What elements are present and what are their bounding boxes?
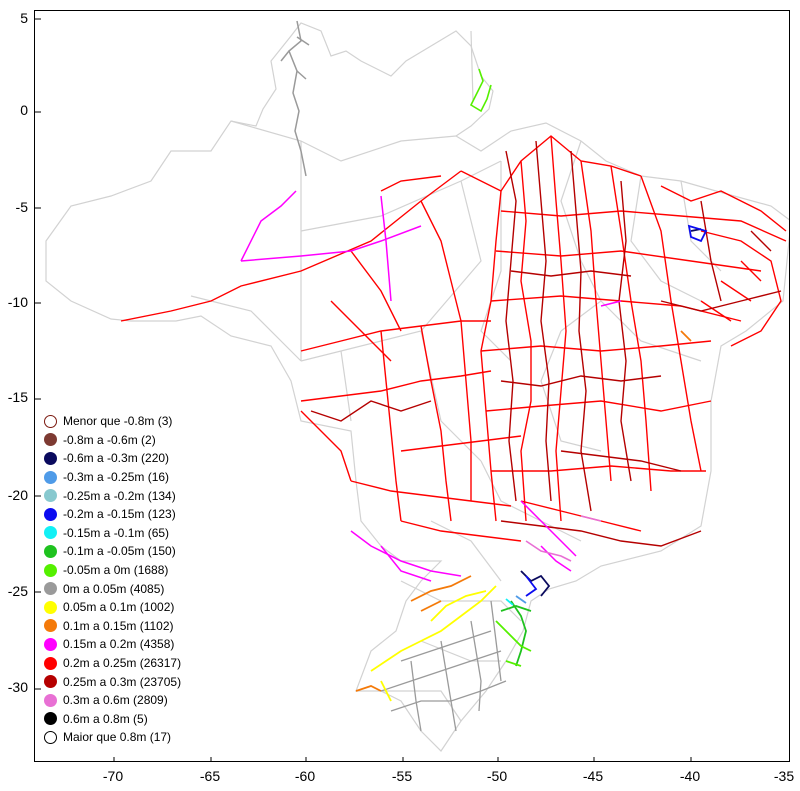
legend-label: -0.25m a -0.2m (134) [63,488,176,503]
y-tick-label: 0 [20,102,28,118]
x-tick-label: -55 [391,768,413,784]
y-tick-label: -15 [7,389,28,405]
legend-item: 0.6m a 0.8m (5) [44,710,181,729]
legend-swatch [44,414,57,428]
y-tick-label: -25 [7,583,28,599]
legend-swatch [44,675,57,689]
x-tick-label: -70 [102,768,124,784]
network-green [500,600,532,667]
x-tick-label: -50 [486,768,508,784]
legend-item: 0.25m a 0.3m (23705) [44,672,181,691]
x-tick-label: -45 [582,768,604,784]
network-darkred [310,140,782,547]
legend-swatch [44,693,57,707]
legend-label: 0.2m a 0.25m (26317) [63,656,182,671]
legend: Menor que -0.8m (3) -0.8m a -0.6m (2) -0.6… [44,412,181,747]
network-cyan [505,598,514,606]
legend-swatch [44,637,57,651]
legend-item: -0.3m a -0.25m (16) [44,468,181,487]
y-tick-label: -30 [7,679,28,695]
network-yellow [370,585,497,702]
legend-item: Maior que 0.8m (17) [44,728,181,747]
legend-swatch [44,730,57,744]
legend-label: -0.15m a -0.1m (65) [63,525,170,540]
legend-label: Maior que 0.8m (17) [63,730,172,745]
legend-label: -0.1m a -0.05m (150) [63,544,176,559]
network-magenta [240,190,622,582]
legend-label: 0.05m a 0.1m (1002) [63,600,175,615]
legend-item: 0m a 0.05m (4085) [44,579,181,598]
legend-swatch [44,470,57,484]
legend-label: 0m a 0.05m (4085) [63,581,165,596]
legend-item: 0.3m a 0.6m (2809) [44,691,181,710]
legend-item: Menor que -0.8m (3) [44,412,181,431]
network-amapa-green [469,68,492,113]
network-pink [525,515,602,562]
axis-ticks [35,18,692,761]
legend-item: -0.2m a -0.15m (123) [44,505,181,524]
legend-swatch [44,600,57,614]
y-tick-label: 5 [20,10,28,26]
network-south-gray [380,600,507,732]
legend-item: -0.1m a -0.05m (150) [44,542,181,561]
legend-swatch [44,563,57,577]
legend-swatch [44,544,57,558]
legend-swatch [44,619,57,633]
network-red [120,135,787,542]
legend-swatch [44,489,57,503]
legend-swatch [44,507,57,521]
legend-item: 0.05m a 0.1m (1002) [44,598,181,617]
legend-item: 0.15m a 0.2m (4358) [44,635,181,654]
legend-label: -0.05m a 0m (1688) [63,563,169,578]
legend-swatch [44,433,57,447]
x-tick-label: -60 [294,768,316,784]
map-canvas [35,18,789,761]
legend-label: 0.3m a 0.6m (2809) [63,693,168,708]
legend-label: -0.2m a -0.15m (123) [63,507,176,522]
x-tick-label: -35 [773,768,795,784]
legend-label: Menor que -0.8m (3) [63,414,173,429]
legend-label: 0.1m a 0.15m (1102) [63,618,174,633]
network-orange [355,330,692,692]
legend-label: -0.8m a -0.6m (2) [63,432,156,447]
legend-label: 0.25m a 0.3m (23705) [63,674,182,689]
legend-item: 0.1m a 0.15m (1102) [44,617,181,636]
y-tick-label: -20 [7,487,28,503]
legend-label: 0.15m a 0.2m (4358) [63,637,175,652]
legend-swatch [44,656,57,670]
legend-item: -0.6m a -0.3m (220) [44,449,181,468]
legend-label: 0.6m a 0.8m (5) [63,711,148,726]
map-frame [34,10,790,762]
legend-item: -0.15m a -0.1m (65) [44,524,181,543]
legend-swatch [44,712,57,726]
legend-swatch [44,451,57,465]
network-north-gray [280,20,310,177]
legend-item: 0.2m a 0.25m (26317) [44,654,181,673]
x-tick-label: -40 [679,768,701,784]
legend-swatch [44,526,57,540]
legend-item: -0.05m a 0m (1688) [44,561,181,580]
legend-label: -0.3m a -0.25m (16) [63,470,170,485]
network-lightblue [515,595,527,604]
x-tick-label: -65 [199,768,221,784]
legend-item: -0.25m a -0.2m (134) [44,486,181,505]
brazil-outline [45,22,789,752]
legend-label: -0.6m a -0.3m (220) [63,451,170,466]
network-blue [525,224,708,597]
legend-item: -0.8m a -0.6m (2) [44,431,181,450]
legend-swatch [44,582,57,596]
y-tick-label: -10 [7,294,28,310]
y-tick-label: -5 [15,199,28,215]
network-lightgreen [495,620,532,667]
